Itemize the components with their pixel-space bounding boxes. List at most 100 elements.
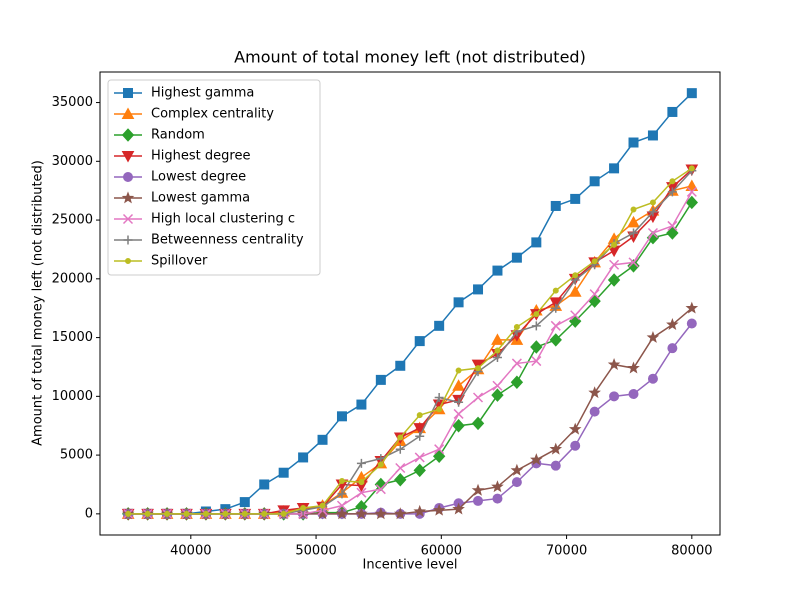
marker	[492, 265, 503, 276]
marker	[570, 310, 581, 321]
legend-label: Highest degree	[151, 149, 250, 164]
series	[121, 301, 699, 520]
x-tick-label: 70000	[546, 544, 587, 559]
marker	[550, 200, 561, 211]
marker	[685, 195, 698, 210]
marker	[530, 340, 543, 354]
marker	[611, 241, 618, 248]
marker	[455, 367, 462, 374]
marker	[335, 507, 349, 520]
legend-box	[107, 79, 321, 276]
marker	[492, 493, 503, 504]
marker	[374, 507, 388, 520]
marker	[667, 343, 678, 354]
marker	[416, 412, 423, 419]
marker	[121, 191, 135, 204]
marker	[336, 500, 348, 511]
marker	[472, 392, 484, 403]
marker	[375, 484, 386, 495]
y-tick-label: 25000	[52, 213, 93, 228]
marker	[607, 357, 621, 370]
marker	[549, 442, 563, 455]
marker	[375, 374, 386, 385]
marker	[393, 507, 407, 520]
marker	[686, 318, 697, 329]
marker	[337, 489, 347, 499]
marker	[513, 324, 520, 331]
marker	[628, 137, 639, 148]
marker	[647, 130, 658, 141]
marker	[492, 353, 502, 363]
marker	[549, 297, 563, 309]
legend-label: Betweenness centrality	[151, 233, 304, 248]
marker	[511, 477, 522, 488]
x-tick-label: 80000	[671, 544, 712, 559]
marker	[550, 460, 561, 471]
marker	[241, 510, 248, 517]
marker	[530, 453, 543, 466]
marker	[667, 220, 678, 231]
series	[123, 318, 697, 519]
marker	[609, 391, 620, 402]
marker	[609, 259, 620, 270]
marker	[475, 365, 482, 372]
marker	[434, 320, 445, 331]
marker	[164, 510, 171, 517]
marker	[259, 479, 270, 490]
x-tick-label: 60000	[421, 544, 462, 559]
marker	[552, 287, 559, 294]
marker	[144, 510, 151, 517]
marker	[531, 356, 542, 367]
series-line	[128, 307, 693, 515]
legend-label: Lowest degree	[151, 170, 246, 185]
marker	[453, 408, 464, 419]
x-tick-label: 50000	[295, 544, 336, 559]
legend-label: Spillover	[151, 254, 208, 269]
marker	[589, 406, 600, 417]
marker	[570, 440, 581, 451]
marker	[669, 178, 676, 185]
marker	[183, 510, 190, 517]
marker	[125, 510, 132, 517]
chart-title: Amount of total money left (not distribu…	[234, 48, 586, 67]
marker	[511, 358, 522, 369]
marker	[473, 495, 484, 506]
marker	[434, 393, 444, 403]
marker	[319, 502, 326, 509]
marker	[647, 227, 658, 239]
marker	[395, 462, 406, 474]
y-tick-label: 5000	[60, 448, 93, 463]
marker	[649, 199, 656, 206]
marker	[686, 186, 697, 197]
marker	[570, 193, 581, 204]
y-tick-label: 30000	[52, 154, 93, 169]
marker	[531, 321, 541, 331]
marker	[607, 273, 621, 287]
marker	[454, 397, 464, 407]
marker	[356, 399, 367, 410]
marker	[432, 449, 446, 464]
legend-label: Complex centrality	[151, 107, 274, 122]
marker	[666, 318, 679, 331]
marker	[377, 461, 384, 468]
legend-label: Highest gamma	[151, 86, 254, 101]
marker	[471, 483, 485, 496]
marker	[316, 507, 329, 520]
marker	[491, 480, 504, 493]
marker	[494, 347, 501, 354]
marker	[298, 452, 309, 463]
marker	[685, 179, 699, 191]
marker	[551, 303, 561, 313]
marker	[630, 206, 637, 213]
y-tick-label: 10000	[52, 389, 93, 404]
marker	[531, 237, 542, 248]
marker	[628, 257, 639, 268]
marker	[452, 502, 465, 515]
marker	[125, 258, 131, 264]
marker	[572, 272, 579, 279]
marker	[648, 207, 658, 217]
marker	[356, 458, 366, 468]
legend-label: Random	[151, 128, 205, 143]
marker	[261, 510, 268, 517]
